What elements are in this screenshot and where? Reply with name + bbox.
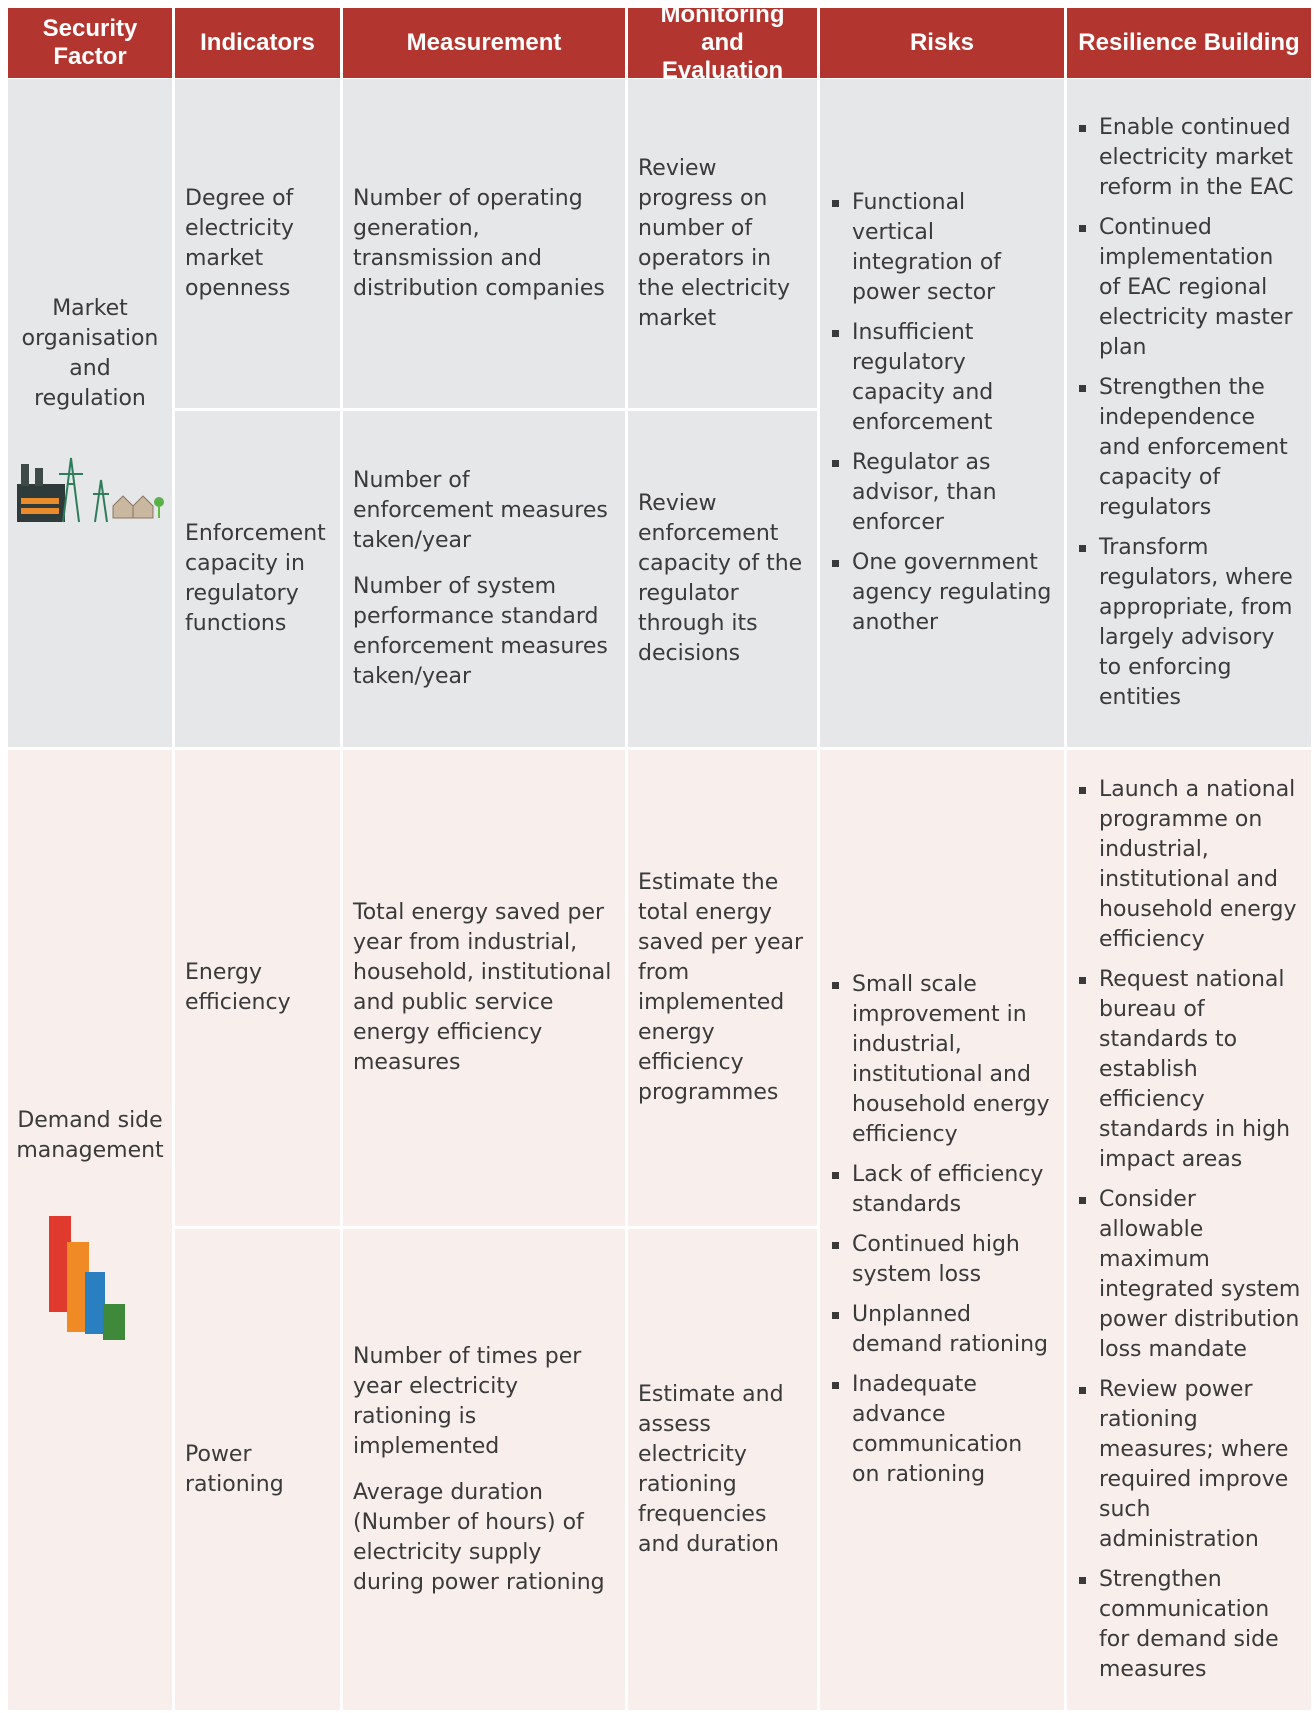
indicator-text: Enforcement capacity in regulatory funct… (185, 521, 326, 636)
monitoring-text: Estimate and assess electricity rationin… (638, 1381, 784, 1557)
indicator-cell: Energy efficiency (175, 750, 340, 1226)
risks-cell: Small scale improvement in industrial, i… (820, 750, 1064, 1710)
indicator-cell: Enforcement capacity in regulatory funct… (175, 411, 340, 747)
measurement-cell: Total energy saved per year from industr… (343, 750, 625, 1226)
monitoring-text: Review progress on number of operators i… (638, 155, 791, 331)
risks-list: Small scale improvement in industrial, i… (830, 960, 1054, 1500)
header-text: Indicators (200, 29, 315, 56)
resilience-list: Enable continued electricity market refo… (1077, 103, 1301, 723)
resilience-item: Review power rationing measures; where r… (1077, 1375, 1301, 1555)
indicator-text: Energy efficiency (185, 960, 291, 1015)
header-text: Resilience Building (1078, 29, 1300, 56)
header-cell: Risks (820, 8, 1064, 78)
measurement-text: Number of operating generation, transmis… (353, 185, 605, 301)
factor-cell: Demand side management (8, 750, 172, 1710)
resilience-item: Enable continued electricity market refo… (1077, 113, 1301, 203)
header-cell: Indicators (175, 8, 340, 78)
measurement-text: Number of system performance standard en… (353, 574, 608, 689)
measurement-text: Number of times per year electricity rat… (353, 1343, 582, 1459)
header-text: Measurement (406, 29, 562, 56)
resilience-item: Request national bureau of standards to … (1077, 965, 1301, 1175)
header-text: Monitoring and Evaluation (660, 1, 785, 84)
monitoring-text: Estimate the total energy saved per year… (638, 870, 804, 1105)
resilience-cell: Launch a national programme on industria… (1067, 750, 1311, 1710)
monitoring-text: Review enforcement capacity of the regul… (638, 491, 803, 666)
resilience-cell: Enable continued electricity market refo… (1067, 79, 1311, 747)
header-cell: Security Factor (8, 8, 172, 78)
factor-icon (15, 454, 165, 533)
factor-text: Demand side management (16, 1107, 164, 1163)
risks-item: Inadequate advance communication on rati… (830, 1370, 1054, 1490)
header-cell: Measurement (343, 8, 625, 78)
resilience-item: Transform regulators, where appropriate,… (1077, 533, 1301, 713)
measurement-text: Total energy saved per year from industr… (353, 900, 612, 1075)
header-text: Risks (909, 29, 975, 56)
risks-item: Insufficient regulatory capacity and enf… (830, 318, 1054, 438)
monitoring-cell: Estimate and assess electricity rationin… (628, 1229, 817, 1710)
factor-text: Market organisation and regulation (21, 295, 159, 411)
risks-cell: Functional vertical integration of power… (820, 79, 1064, 747)
risks-list: Functional vertical integration of power… (830, 178, 1054, 648)
resilience-item: Launch a national programme on industria… (1077, 775, 1301, 955)
indicator-text: Power rationing (185, 1441, 284, 1497)
risks-item: Unplanned demand rationing (830, 1300, 1054, 1360)
header-cell: Resilience Building (1067, 8, 1311, 78)
resilience-item: Consider allowable maximum integrated sy… (1077, 1185, 1301, 1365)
monitoring-cell: Review enforcement capacity of the regul… (628, 411, 817, 747)
measurement-cell: Number of enforcement measures taken/yea… (343, 411, 625, 747)
risks-item: Small scale improvement in industrial, i… (830, 970, 1054, 1150)
factor-icon (45, 1206, 135, 1355)
risks-item: Lack of efficiency standards (830, 1160, 1054, 1220)
factor-cell: Market organisation and regulation (8, 79, 172, 747)
measurement-cell: Number of operating generation, transmis… (343, 79, 625, 408)
indicator-text: Degree of electricity market openness (185, 185, 294, 301)
resilience-item: Strengthen the independence and enforcem… (1077, 373, 1301, 523)
header-cell: Monitoring and Evaluation (628, 1, 817, 84)
resilience-item: Continued implementation of EAC regional… (1077, 213, 1301, 363)
header-text: Security Factor (42, 15, 138, 70)
monitoring-cell: Review progress on number of operators i… (628, 79, 817, 408)
risks-item: One government agency regulating another (830, 548, 1054, 638)
measurement-text: Average duration (Number of hours) of el… (353, 1479, 605, 1595)
indicator-cell: Degree of electricity market openness (175, 79, 340, 408)
risks-item: Continued high system loss (830, 1230, 1054, 1290)
indicator-cell: Power rationing (175, 1229, 340, 1710)
monitoring-cell: Estimate the total energy saved per year… (628, 750, 817, 1226)
measurement-cell: Number of times per year electricity rat… (343, 1229, 625, 1710)
risks-item: Functional vertical integration of power… (830, 188, 1054, 308)
resilience-item: Strengthen communication for demand side… (1077, 1565, 1301, 1685)
measurement-text: Number of enforcement measures taken/yea… (353, 468, 608, 553)
risks-item: Regulator as advisor, than enforcer (830, 448, 1054, 538)
resilience-list: Launch a national programme on industria… (1077, 765, 1301, 1695)
